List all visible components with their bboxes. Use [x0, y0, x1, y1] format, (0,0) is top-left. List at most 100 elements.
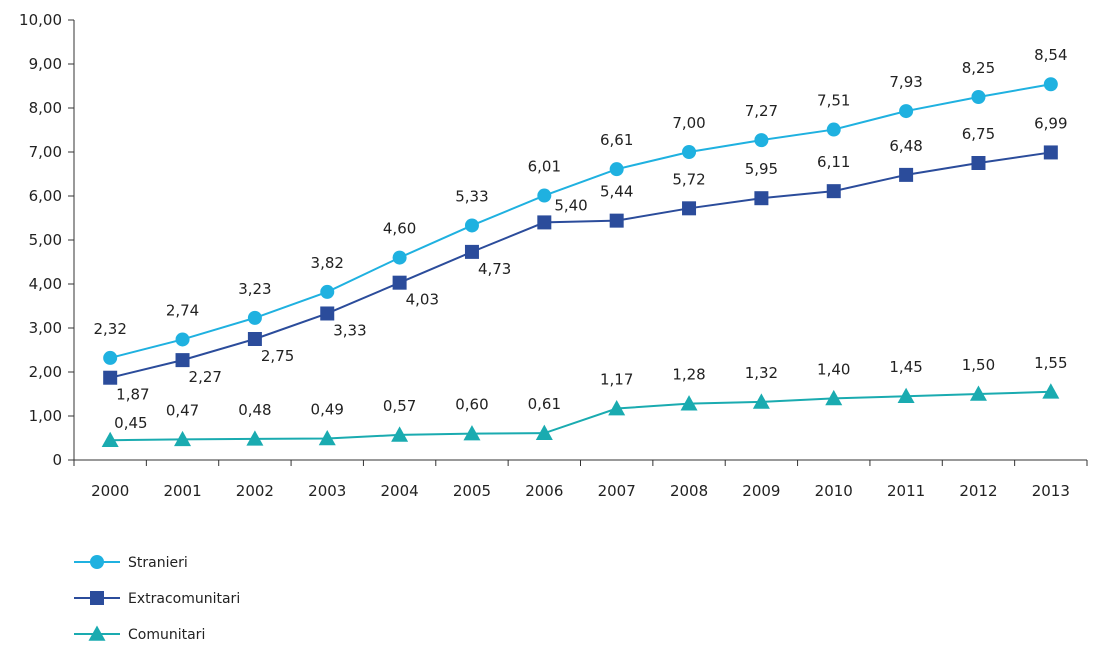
data-label: 0,60: [455, 396, 488, 414]
data-point: [1042, 383, 1060, 399]
series-line: [109, 83, 1051, 359]
series-stranieri: [103, 77, 1058, 365]
series-layer: [101, 77, 1060, 447]
data-label: 2,27: [189, 368, 222, 386]
series-line: [109, 151, 1051, 379]
data-label: 6,61: [600, 131, 633, 149]
data-label: 0,48: [238, 401, 271, 419]
data-label: 6,48: [889, 137, 922, 155]
data-point: [754, 191, 769, 206]
data-label: 5,40: [554, 196, 587, 214]
data-label: 3,33: [333, 321, 366, 339]
data-point: [825, 389, 843, 406]
x-tick-label: 2013: [1032, 482, 1070, 500]
data-label: 8,25: [962, 59, 995, 77]
x-tick-label: 2002: [236, 482, 274, 500]
legend-marker: [90, 555, 104, 569]
data-point: [899, 104, 914, 119]
data-labels: 2,32 2,74 3,23 3,82 4,60 5,33 6,01 6,61 7,00 7,27…: [93, 46, 1067, 432]
data-label: 1,50: [962, 356, 995, 374]
data-label: 1,87: [116, 386, 149, 404]
x-tick-label: 2009: [742, 482, 780, 500]
data-point: [971, 90, 986, 104]
y-tick-label: 10,00: [19, 11, 62, 29]
data-point: [246, 430, 264, 446]
data-label: 0,47: [166, 401, 199, 419]
data-label: 7,00: [672, 114, 705, 132]
x-tick-label: 2004: [381, 482, 419, 500]
data-label: 4,03: [406, 291, 439, 309]
data-point: [101, 431, 119, 447]
data-label: 3,23: [238, 280, 271, 298]
data-point: [320, 284, 335, 299]
data-point: [535, 424, 553, 440]
data-label: 6,99: [1034, 114, 1067, 132]
data-label: 6,75: [962, 125, 995, 143]
data-label: 0,57: [383, 397, 416, 415]
legend-marker: [90, 591, 104, 605]
data-point: [680, 395, 698, 411]
data-point: [174, 430, 192, 447]
y-tick-label: 5,00: [29, 231, 62, 249]
data-point: [1043, 145, 1058, 160]
data-point: [392, 250, 407, 265]
data-point: [247, 310, 262, 325]
y-tick-label: 8,00: [29, 99, 62, 117]
data-label: 2,74: [166, 301, 199, 319]
y-tick-label: 9,00: [29, 55, 62, 73]
x-tick-label: 2012: [959, 482, 997, 500]
data-point: [826, 184, 841, 199]
y-tick-label: 3,00: [29, 319, 62, 337]
legend-label: Extracomunitari: [128, 591, 240, 607]
legend-item: Stranieri: [74, 555, 188, 571]
x-tick-label: 2008: [670, 482, 708, 500]
data-point: [1043, 77, 1058, 92]
data-label: 1,45: [889, 358, 922, 376]
data-point: [464, 244, 479, 259]
legend-label: Stranieri: [128, 555, 188, 571]
data-point: [320, 306, 335, 321]
data-label: 5,72: [672, 170, 705, 188]
data-point: [463, 425, 481, 441]
data-point: [971, 156, 986, 170]
data-point: [391, 426, 409, 442]
series-comunitari: [101, 383, 1060, 447]
data-label: 6,11: [817, 153, 850, 171]
data-label: 3,82: [311, 254, 344, 272]
data-label: 1,55: [1034, 354, 1067, 372]
data-point: [464, 218, 479, 233]
data-point: [175, 332, 190, 347]
chart-legend: Stranieri Extracomunitari Comunitari: [74, 555, 240, 643]
data-label: 0,45: [114, 414, 147, 432]
data-point: [537, 215, 552, 230]
x-tick-label: 2003: [308, 482, 346, 500]
data-point: [969, 385, 987, 401]
y-tick-label: 7,00: [29, 143, 62, 161]
data-label: 6,01: [528, 158, 561, 176]
data-label: 1,40: [817, 360, 850, 378]
x-tick-label: 2010: [815, 482, 853, 500]
data-point: [682, 145, 697, 159]
x-tick-label: 2006: [525, 482, 563, 500]
data-label: 4,73: [478, 260, 511, 278]
data-point: [392, 275, 407, 290]
data-point: [899, 167, 914, 182]
data-point: [608, 400, 626, 416]
x-tick-label: 2001: [163, 482, 201, 500]
y-tick-label: 0: [52, 451, 62, 469]
x-tick-label: 2005: [453, 482, 491, 500]
y-tick-label: 1,00: [29, 407, 62, 425]
chart-axes: 0 1,00 2,00 3,00 4,00 5,00 6,00 7,00 8,00 9,00 10,…: [19, 11, 1088, 500]
data-point: [318, 429, 336, 446]
data-label: 1,17: [600, 371, 633, 389]
data-point: [103, 370, 118, 385]
data-point: [754, 133, 769, 148]
legend-item: Extracomunitari: [74, 591, 240, 607]
y-tick-label: 2,00: [29, 363, 62, 381]
x-tick-label: 2007: [598, 482, 636, 500]
data-label: 5,33: [455, 187, 488, 205]
data-label: 0,49: [311, 400, 344, 418]
data-label: 7,51: [817, 92, 850, 110]
data-label: 7,27: [745, 102, 778, 120]
